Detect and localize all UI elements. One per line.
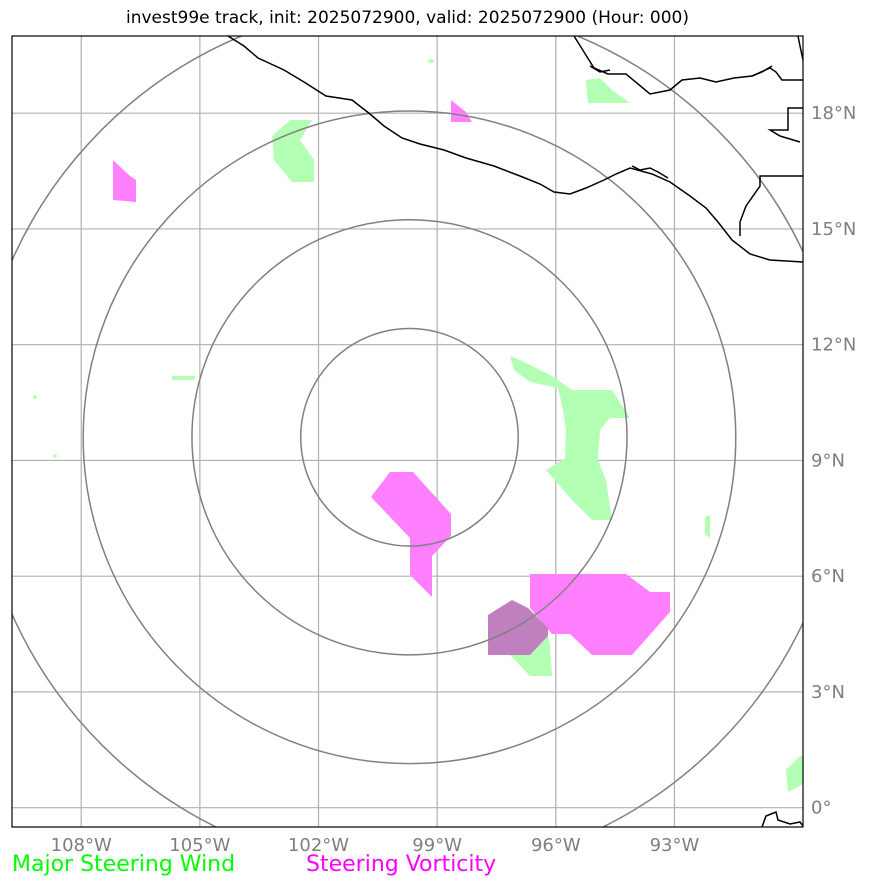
wind-area-east-central (510, 356, 630, 520)
lat-tick-label: 6°N (811, 566, 845, 587)
vorticity-area-north (451, 100, 472, 122)
axis-tick-labels: 108°W 105°W 102°W 99°W 96°W 93°W 0° 3°N 6°N 9°N 12… (51, 103, 857, 856)
lat-tick-label: 12°N (811, 335, 856, 356)
steering-wind-areas (33, 59, 803, 792)
mexico-coast (227, 36, 803, 263)
lat-tick-label: 15°N (811, 219, 856, 240)
wind-area-north-east (586, 78, 630, 103)
lat-tick-label: 18°N (811, 103, 856, 124)
lon-tick-label: 96°W (531, 835, 581, 856)
wind-area-dot-2 (33, 395, 37, 399)
range-ring (299, 327, 519, 547)
overlap-area (488, 600, 548, 655)
map-title: invest99e track, init: 2025072900, valid… (126, 8, 689, 28)
lat-tick-label: 0° (811, 798, 831, 819)
wind-area-south-east (786, 756, 803, 792)
wind-area-west-small (172, 376, 196, 380)
wind-area-north-west (272, 120, 314, 182)
legend-steering-vorticity: Steering Vorticity (306, 852, 497, 877)
wind-area-dot-3 (53, 454, 57, 458)
vorticity-area-north-west (113, 160, 136, 202)
range-ring (191, 219, 628, 656)
map-frame (11, 35, 804, 828)
lon-tick-label: 99°W (412, 835, 462, 856)
yucatan-coast (767, 107, 803, 143)
vorticity-area-south-east (530, 574, 670, 655)
range-ring (82, 110, 737, 765)
lon-tick-label: 108°W (51, 835, 112, 856)
lat-tick-label: 3°N (811, 682, 845, 703)
guatemala-border (739, 175, 803, 236)
vorticity-area-center (371, 472, 451, 597)
graticule (12, 36, 803, 827)
galapagos-coast (761, 810, 803, 827)
north-east-coast (797, 36, 803, 61)
steering-vorticity-areas (113, 100, 670, 655)
gulf-coast (573, 36, 803, 95)
lon-tick-label: 105°W (169, 835, 230, 856)
lat-tick-label: 9°N (811, 450, 845, 471)
range-ring (12, 36, 803, 827)
range-rings (12, 36, 803, 827)
gulf-island-3 (631, 165, 669, 179)
wind-area-dot-1 (428, 59, 434, 63)
gulf-island-1 (751, 65, 773, 77)
lon-tick-label: 102°W (288, 835, 349, 856)
lon-tick-label: 93°W (650, 835, 700, 856)
wind-area-far-east (705, 515, 710, 538)
legend-major-steering-wind: Major Steering Wind (12, 852, 236, 877)
coastlines (227, 36, 803, 827)
gulf-island-2 (589, 65, 611, 73)
